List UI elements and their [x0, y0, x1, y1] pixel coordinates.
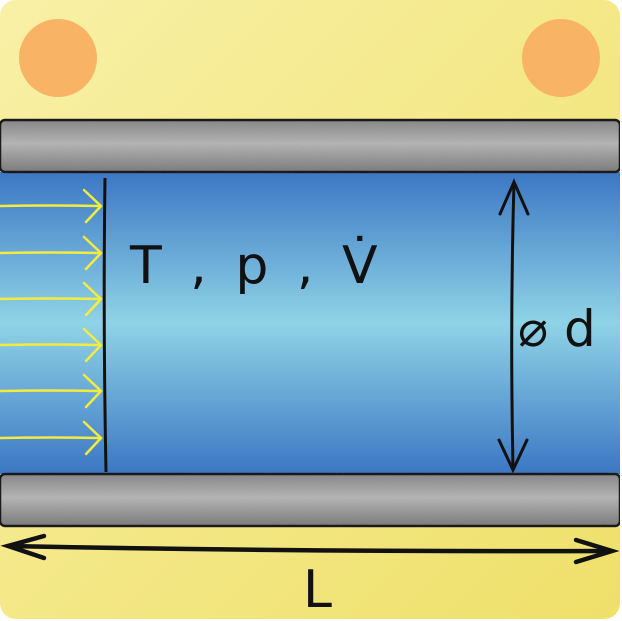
- flow-arrow: [0, 420, 103, 456]
- length-label: L: [303, 560, 332, 619]
- flow-arrow: [0, 373, 103, 409]
- flow-arrow: [0, 281, 103, 317]
- length-dimension-line: [7, 543, 613, 554]
- flow-arrows: [0, 188, 103, 456]
- flow-arrow: [0, 235, 103, 271]
- diameter-label: ⌀ d: [518, 300, 596, 358]
- diameter-dimension: [497, 178, 530, 474]
- flow-arrow: [0, 188, 103, 224]
- diameter-arrowhead-bottom: [497, 438, 529, 474]
- diameter-dimension-line: [510, 181, 516, 471]
- length-arrowhead-left: [0, 533, 47, 561]
- flow-front-line: [102, 177, 108, 473]
- flow-state-label: T , p , V̇: [130, 236, 384, 296]
- pipe-wall-top: [0, 118, 620, 174]
- length-arrowhead-right: [573, 537, 620, 565]
- mount-dot-right: [522, 19, 600, 97]
- pipe-wall-bottom: [0, 472, 620, 528]
- length-dimension: [0, 533, 620, 565]
- flow-arrow: [0, 327, 103, 363]
- mount-dot-left: [19, 19, 97, 97]
- diameter-arrowhead-top: [498, 178, 530, 216]
